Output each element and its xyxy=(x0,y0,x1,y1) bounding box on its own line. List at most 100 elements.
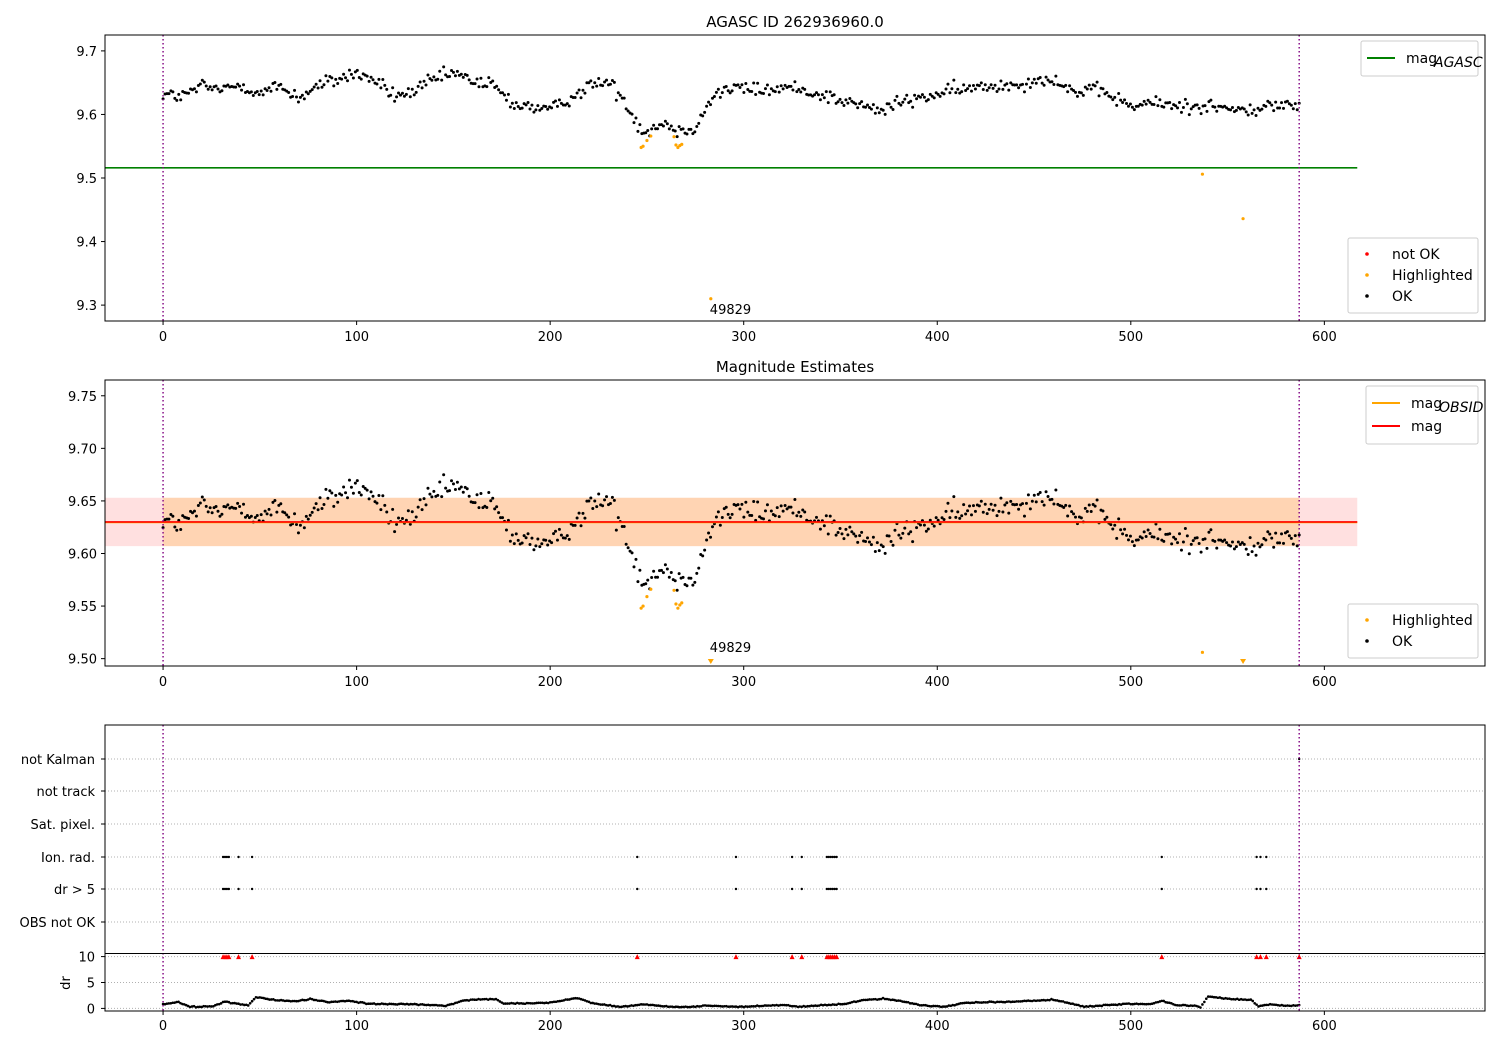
dr-point xyxy=(554,1000,558,1004)
ok-point xyxy=(1244,110,1248,114)
ok-point xyxy=(726,89,730,93)
x-tick-label: 400 xyxy=(925,330,950,345)
dr-point xyxy=(906,1000,910,1004)
ok-point xyxy=(1050,497,1054,501)
dr-point xyxy=(901,1000,904,1003)
ok-point xyxy=(956,510,960,514)
ok-point xyxy=(610,495,614,499)
dr-point xyxy=(250,999,254,1003)
dr-point xyxy=(303,998,306,1002)
ok-point xyxy=(1248,536,1252,540)
flag-point xyxy=(831,855,834,859)
ok-point xyxy=(408,522,412,526)
ok-point xyxy=(308,513,312,517)
flag-point xyxy=(1265,887,1268,891)
ok-point xyxy=(406,87,410,91)
highlighted-point xyxy=(649,587,653,591)
ok-point xyxy=(261,93,265,97)
dr-point xyxy=(1040,998,1044,1002)
dr-point xyxy=(1226,997,1229,1000)
dr-point xyxy=(1013,1000,1016,1004)
dr-point xyxy=(1251,999,1255,1003)
ok-point xyxy=(1238,543,1242,547)
flag-point xyxy=(1255,855,1258,859)
y-tick-label: 9.70 xyxy=(68,442,97,457)
ok-point xyxy=(740,83,744,87)
ok-point xyxy=(1148,100,1152,104)
ok-point xyxy=(340,493,344,497)
ok-point xyxy=(1017,507,1021,511)
ok-point xyxy=(864,105,868,109)
ok-point xyxy=(1130,540,1134,544)
ok-point xyxy=(532,548,536,552)
panel2-title: Magnitude Estimates xyxy=(716,358,874,376)
ok-point xyxy=(1068,504,1072,508)
ok-point xyxy=(618,93,622,97)
ok-point xyxy=(1258,545,1262,549)
dr-point xyxy=(384,1002,387,1006)
dr-point xyxy=(707,1004,711,1007)
dr-point xyxy=(1028,999,1032,1003)
ok-point xyxy=(1278,541,1282,545)
ok-point xyxy=(1179,110,1183,114)
ok-point xyxy=(1268,101,1272,105)
ok-point xyxy=(769,87,773,91)
x-tick-label: 500 xyxy=(1118,1019,1143,1034)
dr-point xyxy=(875,998,879,1001)
ok-point xyxy=(1242,107,1246,111)
dr-point xyxy=(1270,1003,1274,1006)
dr-point xyxy=(951,1003,955,1007)
ok-point xyxy=(487,490,491,494)
dr-outlier-marker xyxy=(249,954,255,960)
ok-point xyxy=(267,86,271,90)
dr-point xyxy=(877,997,881,1001)
dr-point xyxy=(1117,1002,1121,1006)
ok-point xyxy=(263,87,267,91)
ok-point xyxy=(1168,532,1172,536)
dr-point xyxy=(349,999,353,1003)
dr-point xyxy=(1011,1000,1015,1004)
ok-point xyxy=(754,92,758,96)
ok-point xyxy=(948,516,952,520)
dr-outlier-marker xyxy=(1263,954,1269,960)
ok-point xyxy=(567,537,571,541)
ok-point xyxy=(1293,102,1297,106)
ok-point xyxy=(271,500,275,504)
ok-point xyxy=(707,100,711,104)
dr-point xyxy=(1046,998,1049,1002)
ok-point xyxy=(1205,546,1209,550)
ok-point xyxy=(1093,84,1097,88)
ok-point xyxy=(1046,495,1050,499)
dr-point xyxy=(666,1005,670,1009)
dr-point xyxy=(1048,998,1051,1002)
flag-point xyxy=(250,887,254,891)
highlighted-point xyxy=(641,144,645,148)
ok-point xyxy=(298,95,302,99)
ok-point xyxy=(979,499,983,503)
ok-point xyxy=(864,540,868,544)
ok-point xyxy=(1229,544,1233,548)
ok-point xyxy=(1083,85,1087,89)
ok-point xyxy=(1144,102,1148,106)
ok-point xyxy=(544,104,548,108)
ok-point xyxy=(799,514,803,518)
ok-point xyxy=(532,110,536,114)
ok-point xyxy=(1191,539,1195,543)
ok-point xyxy=(524,536,528,540)
dr-point xyxy=(819,1003,823,1007)
ok-point xyxy=(612,80,616,84)
ok-point xyxy=(756,500,760,504)
ok-point xyxy=(765,503,769,507)
ok-point xyxy=(1032,493,1036,497)
ok-point xyxy=(234,85,238,89)
dr-point xyxy=(407,1003,411,1006)
x-tick-label: 300 xyxy=(731,1019,756,1034)
flag-point xyxy=(825,887,829,891)
ok-point xyxy=(1030,81,1034,85)
dr-point xyxy=(711,1004,715,1008)
ok-point xyxy=(915,97,919,101)
dr-point xyxy=(430,1003,434,1007)
ok-point xyxy=(720,515,724,519)
dr-point xyxy=(277,999,281,1002)
dr-point xyxy=(440,1004,444,1007)
